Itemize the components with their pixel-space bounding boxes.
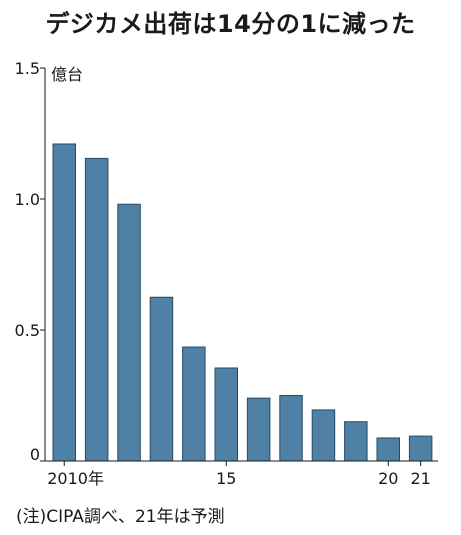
source-note: (注)CIPA調べ、21年は予測 bbox=[16, 507, 225, 527]
bar-2016 bbox=[246, 397, 271, 462]
x-tick-label: 20 bbox=[378, 469, 398, 488]
bar-2012 bbox=[117, 203, 141, 462]
bar-2020 bbox=[376, 437, 400, 462]
x-tick-label: 21 bbox=[410, 469, 430, 488]
bar-2010 bbox=[52, 143, 76, 462]
bars-layer bbox=[52, 143, 433, 462]
y-ticks-layer: 0 0.5 1.0 1.5 bbox=[15, 59, 45, 464]
y-tick-label: 1.5 bbox=[15, 59, 40, 78]
bar-2017 bbox=[279, 395, 303, 462]
x-ticks-layer: 2010年 15 20 21 bbox=[47, 461, 431, 488]
bar-2011 bbox=[84, 157, 109, 462]
x-tick-label: 15 bbox=[216, 469, 236, 488]
bar-2019 bbox=[344, 421, 368, 462]
bar-2021 bbox=[408, 435, 433, 462]
x-tick-label: 2010年 bbox=[47, 469, 104, 488]
y-tick-label: 1.0 bbox=[15, 190, 40, 209]
y-tick-label: 0 bbox=[30, 445, 40, 464]
bar-2015 bbox=[214, 367, 238, 462]
y-tick-label: 0.5 bbox=[15, 321, 40, 340]
bar-2013 bbox=[149, 296, 174, 462]
bar-2014 bbox=[182, 346, 206, 462]
bar-2018 bbox=[311, 409, 336, 462]
y-unit-label: 億台 bbox=[51, 65, 83, 84]
chart-title: デジカメ出荷は14分の1に減った bbox=[45, 10, 416, 38]
